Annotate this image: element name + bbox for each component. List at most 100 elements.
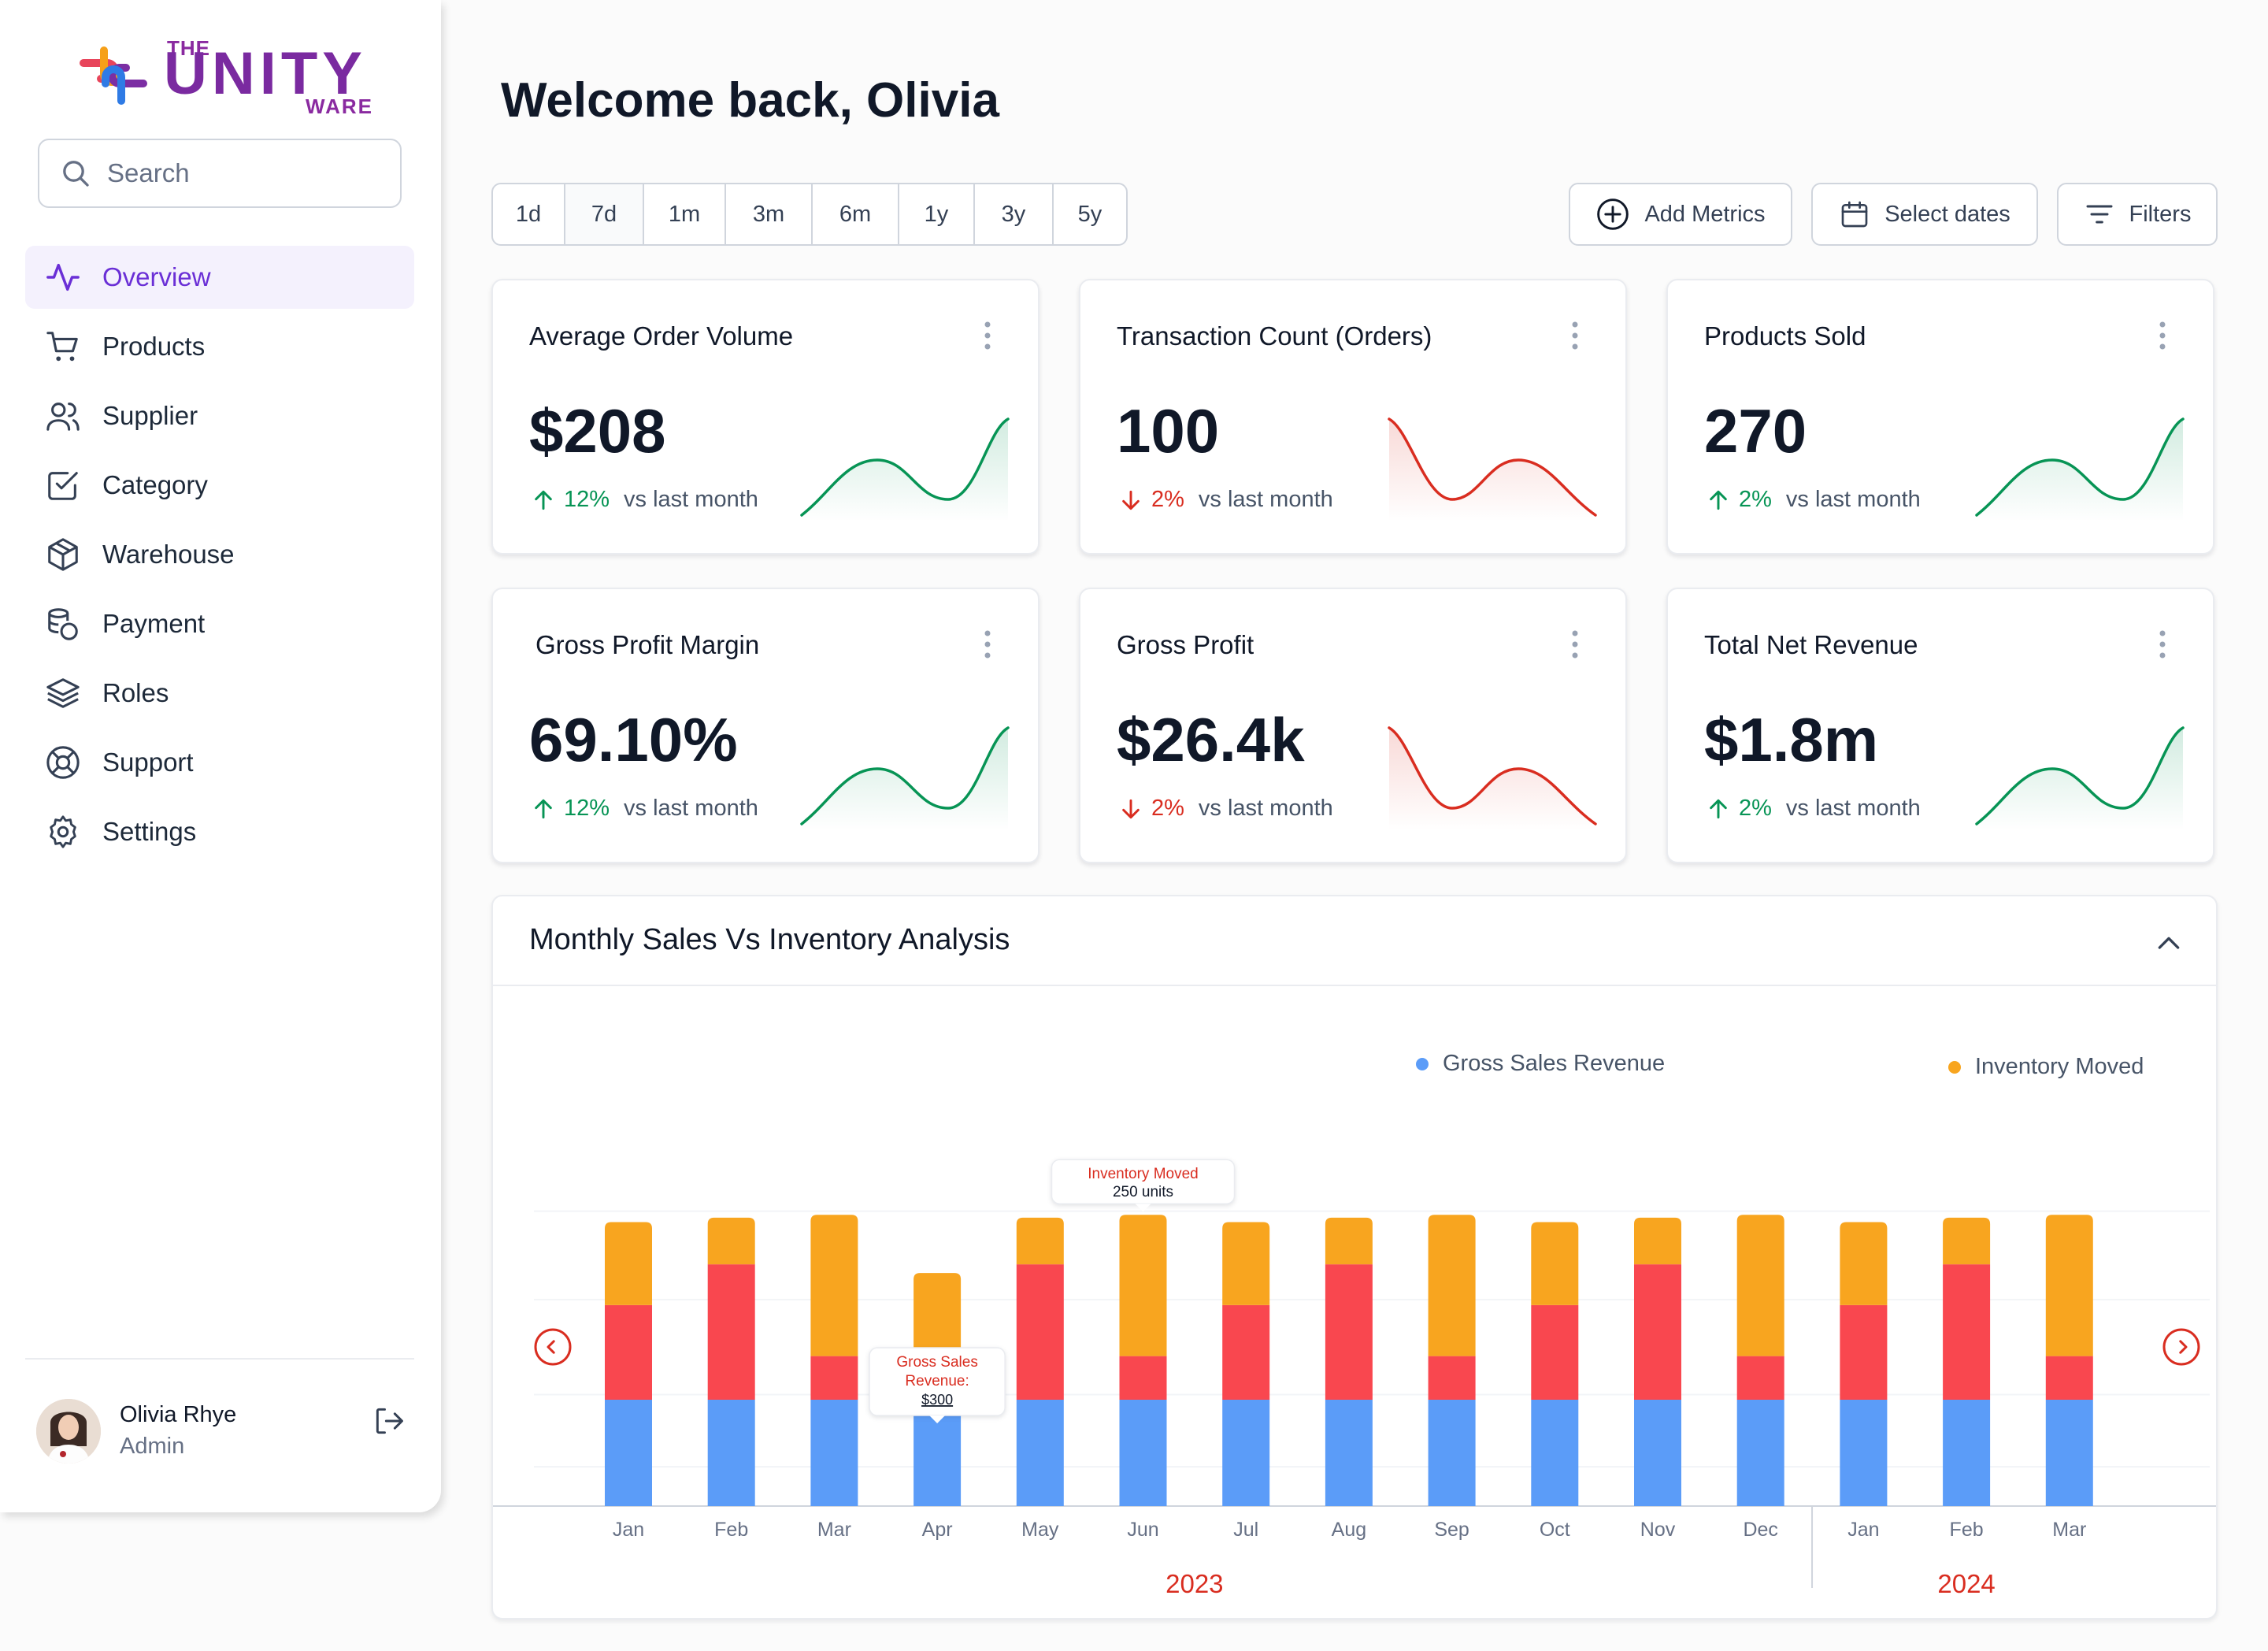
- more-vertical-icon[interactable]: [2158, 629, 2167, 660]
- sidebar-item-label: Overview: [102, 262, 211, 291]
- card-value: 100: [1117, 396, 1220, 466]
- filters-button[interactable]: Filters: [2057, 183, 2218, 246]
- select-dates-label: Select dates: [1884, 201, 2010, 227]
- x-tick-label: Nov: [1640, 1519, 1676, 1541]
- users-icon: [44, 397, 82, 435]
- sparkline-up: [1975, 417, 2185, 521]
- more-vertical-icon[interactable]: [2158, 320, 2167, 351]
- logout-icon[interactable]: [372, 1404, 406, 1438]
- checkbox-icon: [44, 466, 82, 504]
- sidebar-item-supplier[interactable]: Supplier: [25, 384, 414, 447]
- chart-tooltip: Inventory Moved 250 units: [1051, 1159, 1236, 1212]
- scroll-left-icon[interactable]: [534, 1328, 572, 1366]
- more-vertical-icon[interactable]: [983, 629, 992, 660]
- avatar[interactable]: [36, 1399, 101, 1464]
- range-1y[interactable]: 1y: [899, 184, 975, 244]
- stacked-bar-chart: Jan Feb Mar Apr May Jun Jul Aug Sep Oct Nov Dec Jan F…: [493, 1159, 2216, 1598]
- sparkline-line: [1388, 417, 1597, 517]
- sparkline-line: [1975, 726, 2185, 826]
- sidebar-item-payment[interactable]: Payment: [25, 592, 414, 655]
- sparkline-line: [800, 417, 1010, 517]
- x-tick-label: Oct: [1540, 1519, 1570, 1541]
- layers-icon: [44, 674, 82, 712]
- card-value: $208: [529, 396, 666, 466]
- card-title: Average Order Volume: [529, 321, 794, 351]
- metric-card-products-sold: Products Sold 270 2% vs last month: [1666, 279, 2214, 555]
- card-title: Gross Profit Margin: [536, 630, 760, 659]
- search-input[interactable]: [107, 158, 391, 188]
- card-delta-value: 2%: [1739, 796, 1772, 821]
- search-box[interactable]: [38, 139, 402, 208]
- card-delta-compare: vs last month: [624, 487, 758, 512]
- bar-segment: [1943, 1264, 1991, 1401]
- card-delta: 12% vs last month: [531, 487, 758, 513]
- x-tick-label: May: [1021, 1519, 1059, 1541]
- sidebar-item-overview[interactable]: Overview: [25, 246, 414, 309]
- panel-divider: [493, 985, 2216, 986]
- bar-segment: [1531, 1400, 1579, 1506]
- bar-segment: [1943, 1400, 1991, 1506]
- lifebuoy-icon: [44, 744, 82, 781]
- card-delta-value: 12%: [564, 487, 610, 512]
- legend-dot: [1948, 1060, 1961, 1074]
- sparkline-line: [800, 726, 1010, 826]
- more-vertical-icon[interactable]: [983, 320, 992, 351]
- user-name: Olivia Rhye: [120, 1402, 237, 1427]
- range-6m[interactable]: 6m: [813, 184, 899, 244]
- card-delta: 2% vs last month: [1706, 796, 1921, 822]
- range-1m[interactable]: 1m: [644, 184, 726, 244]
- filter-lines-icon: [2086, 205, 2113, 224]
- add-metrics-label: Add Metrics: [1644, 201, 1766, 227]
- sidebar-item-roles[interactable]: Roles: [25, 662, 414, 725]
- gear-icon: [44, 813, 82, 851]
- sidebar-item-products[interactable]: Products: [25, 315, 414, 378]
- tooltip-title: Gross Sales: [896, 1354, 977, 1371]
- sidebar-item-support[interactable]: Support: [25, 731, 414, 794]
- card-title: Gross Profit: [1117, 630, 1254, 659]
- add-metrics-button[interactable]: Add Metrics: [1569, 183, 1792, 246]
- arrow-up-icon: [535, 490, 552, 510]
- sparkline-up: [800, 726, 1010, 830]
- sidebar-item-category[interactable]: Category: [25, 454, 414, 517]
- arrow-up-icon: [535, 799, 552, 818]
- coins-icon: [44, 605, 82, 643]
- sidebar-item-warehouse[interactable]: Warehouse: [25, 523, 414, 586]
- select-dates-button[interactable]: Select dates: [1811, 183, 2038, 246]
- range-1d[interactable]: 1d: [493, 184, 565, 244]
- tooltip-title: Inventory Moved: [1088, 1166, 1198, 1182]
- card-value: $1.8m: [1704, 705, 1879, 774]
- card-delta: 2% vs last month: [1706, 487, 1921, 513]
- sparkline-area: [802, 419, 1008, 521]
- metric-card-total-net-revenue: Total Net Revenue $1.8m 2% vs last month: [1666, 588, 2214, 863]
- more-vertical-icon[interactable]: [1570, 629, 1580, 660]
- unityware-logo[interactable]: THE UNITY WARE: [69, 35, 384, 121]
- range-3y[interactable]: 3y: [975, 184, 1054, 244]
- card-delta-compare: vs last month: [1785, 796, 1921, 821]
- range-5y[interactable]: 5y: [1077, 201, 1102, 227]
- year-group-label: 2023: [1166, 1569, 1223, 1598]
- card-delta-value: 2%: [1151, 796, 1184, 821]
- range-7d[interactable]: 7d: [565, 184, 644, 244]
- cart-icon: [44, 328, 82, 365]
- tooltip-title-line2: Revenue:: [905, 1373, 969, 1389]
- calendar-icon: [1841, 201, 1868, 228]
- range-3m[interactable]: 3m: [726, 184, 813, 244]
- bar-segment: [1325, 1217, 1373, 1265]
- activity-icon: [44, 258, 82, 296]
- chevron-up-icon[interactable]: [2153, 928, 2185, 959]
- box-icon: [44, 536, 82, 573]
- more-vertical-icon[interactable]: [1570, 320, 1580, 351]
- card-title: Transaction Count (Orders): [1117, 321, 1432, 351]
- sidebar-item-settings[interactable]: Settings: [25, 800, 414, 863]
- card-delta: 2% vs last month: [1118, 487, 1333, 513]
- bar-segment: [1222, 1222, 1270, 1305]
- card-delta-value: 2%: [1739, 487, 1772, 512]
- scroll-right-icon[interactable]: [2162, 1328, 2200, 1366]
- sparkline-up: [800, 417, 1010, 521]
- legend-inventory-moved: Inventory Moved: [1948, 1054, 2144, 1080]
- sidebar-item-label: Category: [102, 470, 208, 499]
- page-title: Welcome back, Olivia: [501, 73, 999, 128]
- bar-segment: [707, 1264, 755, 1401]
- x-tick-label: Mar: [2052, 1519, 2086, 1541]
- bar-segment: [1428, 1215, 1476, 1356]
